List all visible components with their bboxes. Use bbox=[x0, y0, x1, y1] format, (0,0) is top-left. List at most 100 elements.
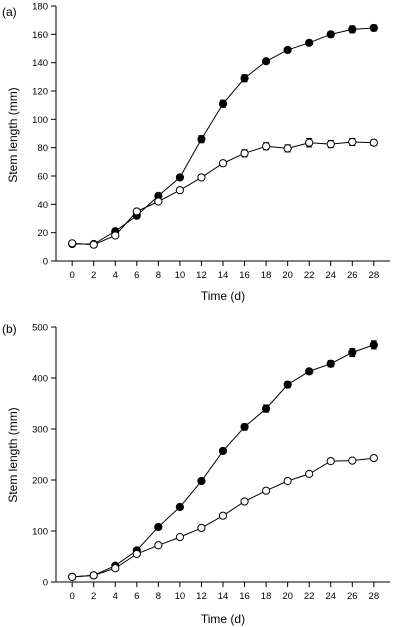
panel-b-y-tick-label: 300 bbox=[32, 425, 48, 436]
panel-b-point-filled bbox=[218, 446, 228, 456]
panel-a-y-tick-label: 20 bbox=[37, 228, 48, 239]
panel-a-point-open bbox=[283, 144, 292, 153]
panel-a-point-filled bbox=[175, 173, 185, 182]
panel-a-point-open bbox=[261, 142, 271, 151]
panel-b-point-filled bbox=[348, 348, 357, 357]
panel-a-point-open bbox=[89, 240, 98, 249]
panel-a-point-open bbox=[68, 239, 77, 248]
panel-b-x-tick-label: 6 bbox=[134, 591, 139, 602]
panel-a-point-filled bbox=[305, 38, 314, 47]
panel-b-point-open bbox=[326, 457, 335, 466]
panel-b-point-filled bbox=[175, 502, 185, 512]
panel-b-point-open bbox=[283, 476, 292, 486]
panel-a-y-tick-label: 0 bbox=[43, 257, 48, 268]
panel-b-point-open bbox=[175, 533, 185, 542]
panel-b-point-filled bbox=[326, 359, 335, 368]
panel-a-x-tick-label: 8 bbox=[156, 270, 161, 281]
panel-a-point-open bbox=[369, 138, 378, 147]
panel-a-point-open bbox=[305, 138, 314, 147]
panel-a-point-filled bbox=[348, 25, 357, 34]
panel-a-xlabel: Time (d) bbox=[201, 289, 245, 303]
panel-a-point-open bbox=[132, 207, 141, 216]
panel-b-x-tick-label: 28 bbox=[369, 591, 380, 602]
panel-b-point-filled bbox=[283, 380, 292, 389]
panel-b-point-filled bbox=[305, 367, 314, 376]
panel-b-x-tick-label: 16 bbox=[239, 591, 250, 602]
panel-b-point-open bbox=[369, 453, 378, 463]
panel-a-point-filled bbox=[240, 74, 249, 83]
panel-a-x-tick-label: 24 bbox=[325, 270, 336, 281]
panel-b-x-tick-label: 18 bbox=[261, 591, 272, 602]
panel-b-point-open bbox=[348, 456, 357, 465]
panel-a-x-tick-label: 4 bbox=[113, 270, 118, 281]
panel-a-x-tick-label: 6 bbox=[134, 270, 139, 281]
panel-a-point-open bbox=[197, 173, 206, 182]
panel-b-x-tick-label: 24 bbox=[325, 591, 336, 602]
panel-a-ylabel: Stem length (mm) bbox=[6, 87, 20, 182]
panel-b-xlabel: Time (d) bbox=[201, 612, 245, 626]
panel-a-series-filled-line bbox=[72, 27, 374, 245]
panel-b-point-filled bbox=[369, 340, 378, 349]
panel-a-point-filled bbox=[283, 45, 292, 55]
panel-b-y-tick-label: 200 bbox=[32, 476, 48, 487]
panel-a-y-tick-label: 100 bbox=[32, 115, 48, 126]
panel-b-y-tick-label: 0 bbox=[43, 578, 48, 589]
panel-a-y-tick-label: 80 bbox=[37, 143, 48, 154]
panel-b-label: (b) bbox=[2, 322, 17, 336]
panel-a-x-tick-label: 28 bbox=[369, 270, 380, 281]
panel-b-point-filled bbox=[261, 404, 271, 413]
panel-b-point-open bbox=[197, 523, 206, 533]
panel-a-point-filled bbox=[261, 57, 271, 66]
panel-b-point-open bbox=[218, 511, 228, 520]
panel-a-point-filled bbox=[218, 99, 228, 108]
panel-a-point-open bbox=[175, 186, 185, 195]
panel-a-x-tick-label: 26 bbox=[347, 270, 358, 281]
panel-a-x-tick-label: 2 bbox=[91, 270, 96, 281]
panel-b-x-tick-label: 20 bbox=[282, 591, 293, 602]
panel-a-y-tick-label: 40 bbox=[37, 200, 48, 211]
panel-a-x-tick-label: 0 bbox=[70, 270, 75, 281]
panel-b-point-open bbox=[154, 541, 163, 550]
panel-b-point-open bbox=[68, 572, 77, 582]
panel-a-x-tick-label: 18 bbox=[261, 270, 272, 281]
panel-a-y-tick-label: 120 bbox=[32, 87, 48, 98]
panel-b-point-filled bbox=[197, 476, 206, 486]
panel-b-point-open bbox=[89, 571, 98, 580]
panel-b-y-tick-label: 400 bbox=[32, 374, 48, 385]
panel-a-point-filled bbox=[197, 135, 206, 144]
panel-a-x-tick-label: 14 bbox=[218, 270, 229, 281]
panel-a-y-tick-label: 180 bbox=[32, 2, 48, 13]
panel-b-x-tick-label: 26 bbox=[347, 591, 358, 602]
panel-b-point-open bbox=[305, 469, 314, 478]
panel-b-x-tick-label: 0 bbox=[70, 591, 75, 602]
panel-a-point-filled bbox=[369, 23, 378, 33]
panel-a: (a) Stem length (mm) Time (d) 0204060801… bbox=[2, 2, 390, 303]
panel-a-x-tick-label: 22 bbox=[304, 270, 315, 281]
panel-b-point-filled bbox=[240, 422, 249, 432]
panel-b-x-tick-label: 14 bbox=[218, 591, 229, 602]
panel-b-x-tick-label: 10 bbox=[175, 591, 186, 602]
panel-b-point-open bbox=[240, 497, 249, 506]
panel-a-point-open bbox=[326, 140, 335, 149]
panel-b-point-open bbox=[132, 549, 141, 559]
panel-a-point-open bbox=[348, 137, 357, 147]
panel-b-x-tick-label: 12 bbox=[196, 591, 207, 602]
panel-b: (b) Stem length (mm) Time (d) 0100200300… bbox=[2, 322, 390, 626]
panel-b-y-tick-label: 100 bbox=[32, 527, 48, 538]
panel-a-x-tick-label: 20 bbox=[282, 270, 293, 281]
panel-b-x-tick-label: 8 bbox=[156, 591, 161, 602]
panel-a-point-open bbox=[111, 231, 120, 240]
panel-b-y-tick-label: 500 bbox=[32, 323, 48, 334]
panel-a-point-open bbox=[154, 197, 163, 206]
panel-a-point-open bbox=[240, 149, 249, 158]
panel-a-x-tick-label: 12 bbox=[196, 270, 207, 281]
panel-a-y-tick-label: 140 bbox=[32, 58, 48, 69]
panel-b-point-open bbox=[261, 486, 271, 495]
panel-a-point-open bbox=[218, 159, 228, 168]
panel-a-y-tick-label: 60 bbox=[37, 172, 48, 183]
panel-a-point-filled bbox=[326, 30, 335, 39]
panel-a-y-tick-label: 160 bbox=[32, 30, 48, 41]
panel-b-point-open bbox=[111, 564, 120, 573]
panel-a-x-tick-label: 10 bbox=[175, 270, 186, 281]
